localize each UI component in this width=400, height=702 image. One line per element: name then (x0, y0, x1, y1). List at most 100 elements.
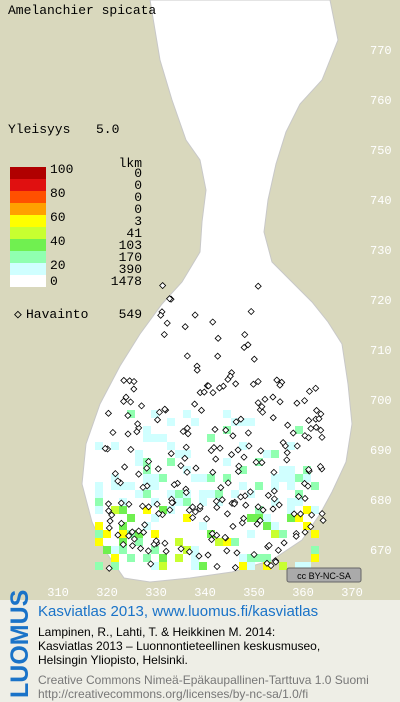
cell (303, 522, 311, 530)
cell (255, 482, 263, 490)
legend-swatch (10, 203, 46, 215)
observation (259, 506, 267, 514)
observation (209, 318, 217, 326)
observation (247, 307, 255, 316)
observation (125, 500, 133, 508)
observation-label: Havainto (26, 307, 88, 322)
observation (195, 552, 203, 560)
cell (175, 450, 183, 458)
cell (167, 490, 175, 498)
observation (152, 537, 160, 545)
observation (214, 352, 222, 360)
cell (199, 562, 207, 570)
cell (143, 490, 151, 498)
observation (203, 515, 211, 523)
cell (183, 498, 191, 506)
observation (109, 428, 117, 437)
cell (159, 554, 167, 562)
grid-y-label: 730 (370, 244, 392, 258)
observation (256, 516, 264, 525)
observation (312, 384, 320, 392)
cell (287, 498, 295, 506)
cell (151, 474, 159, 482)
observation-symbol: ◇ (14, 307, 22, 322)
observation (217, 484, 225, 492)
observation (155, 408, 164, 416)
observation (126, 377, 134, 385)
observation (191, 508, 199, 516)
legend-swatch (10, 251, 46, 263)
legend-count: 170 (119, 250, 142, 265)
observation (213, 562, 221, 571)
cell (111, 554, 119, 562)
cell (287, 442, 295, 450)
observation (245, 442, 253, 450)
observation (305, 465, 313, 474)
observation (227, 451, 236, 459)
observation (189, 503, 197, 511)
observation (222, 426, 230, 434)
cell (111, 474, 119, 482)
observation (241, 492, 249, 500)
cell (207, 434, 215, 442)
observation (275, 501, 283, 509)
observation (182, 443, 190, 451)
observation (105, 507, 113, 515)
cell (239, 466, 247, 474)
cell (119, 530, 127, 538)
cell (95, 482, 103, 490)
observation (191, 400, 199, 408)
observation (237, 493, 245, 501)
observation (125, 532, 133, 540)
license-text: cc BY-NC-SA (297, 571, 351, 581)
observation (211, 425, 219, 433)
cell (119, 506, 127, 514)
observation (229, 522, 237, 530)
observation-count: 549 (119, 307, 142, 322)
observation (270, 487, 278, 495)
observation (212, 455, 220, 463)
observation (177, 462, 185, 470)
cell (239, 482, 247, 490)
observation (184, 430, 192, 438)
legend-count: 390 (119, 262, 142, 277)
grid-y-label: 700 (370, 394, 392, 408)
observation (183, 468, 191, 476)
observation (147, 560, 155, 568)
cell (287, 482, 295, 490)
cell (143, 506, 151, 514)
observation (209, 468, 217, 476)
cell (199, 522, 207, 530)
cell (167, 458, 175, 466)
legend-label: 100 (50, 162, 73, 177)
cell (103, 546, 111, 554)
cell (159, 562, 167, 570)
observation (293, 442, 301, 450)
grid-y-label: 740 (370, 194, 392, 208)
cell (279, 562, 287, 570)
observation (224, 375, 232, 384)
cell (183, 450, 191, 458)
cell (223, 538, 231, 546)
observation (145, 457, 153, 466)
observation (204, 382, 213, 390)
cell (271, 482, 279, 490)
grid-x-label: 360 (292, 586, 314, 600)
observation (138, 502, 147, 510)
observation (161, 539, 169, 547)
legend-count: 103 (119, 238, 142, 253)
observation (127, 445, 135, 454)
observation (130, 377, 138, 386)
observation (223, 510, 231, 518)
cell (159, 474, 167, 482)
observation (301, 397, 309, 405)
footer-line: Lampinen, R., Lahti, T. & Heikkinen M. 2… (38, 625, 275, 639)
legend-label: 80 (50, 186, 66, 201)
observation (137, 402, 146, 410)
observation (212, 497, 220, 505)
observation (197, 406, 206, 414)
cell (295, 498, 303, 506)
observation (270, 468, 278, 476)
